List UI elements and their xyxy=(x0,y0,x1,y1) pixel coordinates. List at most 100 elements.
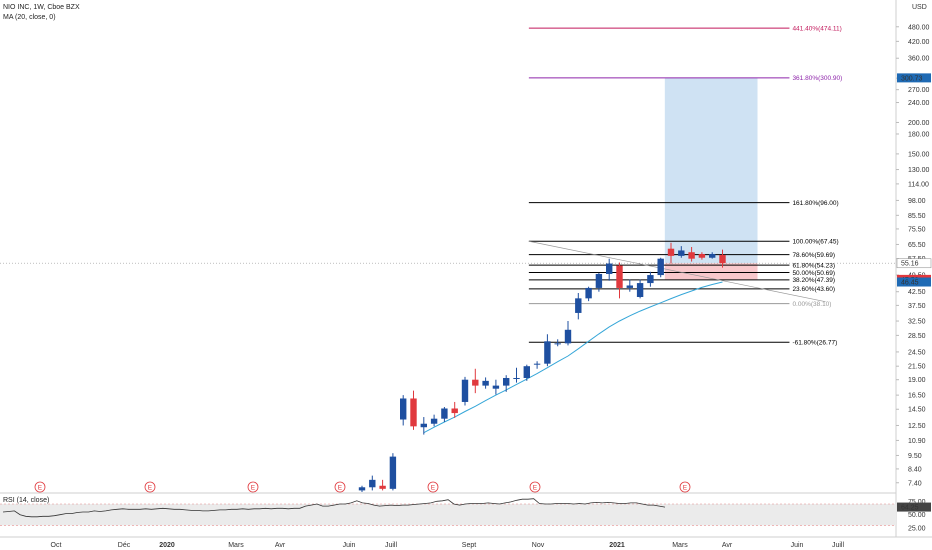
price-tick-label: 75.50 xyxy=(908,226,926,233)
price-tick-label: 420.00 xyxy=(908,39,930,46)
candle-body xyxy=(451,408,458,414)
price-tick-label: 12.50 xyxy=(908,423,926,430)
fibonacci-levels: 441.40%(474.11) 361.80%(300.90) 161.80%(96… xyxy=(528,25,842,347)
fib-level-label: 78.60%(59.69) xyxy=(792,252,835,259)
candle-body xyxy=(585,287,592,299)
price-tick-label: 360.00 xyxy=(908,56,930,63)
candle-body xyxy=(719,254,726,264)
rsi-tick-label: 25.00 xyxy=(908,526,926,533)
time-tick-label: Mars xyxy=(672,542,688,549)
candle-body xyxy=(575,298,582,313)
price-badge-label: 46.45 xyxy=(901,280,919,287)
time-tick-label: Juill xyxy=(385,542,398,549)
candle-body xyxy=(369,479,376,488)
fib-level-label: 161.80%(96.00) xyxy=(792,200,838,207)
rsi-value-badge xyxy=(897,502,931,512)
candle-body xyxy=(564,329,572,344)
time-tick-label: Avr xyxy=(722,542,733,549)
earnings-marker-label: E xyxy=(251,485,256,492)
price-tick-label: 28.50 xyxy=(908,333,926,340)
candle-body xyxy=(688,252,695,259)
time-tick-label: Sept xyxy=(462,542,476,549)
chart-title: NIO INC, 1W, Cboe BZX xyxy=(3,4,80,11)
price-tick-label: 180.00 xyxy=(908,131,930,138)
price-axis: 480.00420.00360.00300.00270.00240.00200.… xyxy=(896,24,932,487)
price-tick-label: 24.50 xyxy=(908,349,926,356)
candle-body xyxy=(698,254,706,258)
fib-level-label: 441.40%(474.11) xyxy=(792,25,841,32)
price-tick-label: 10.90 xyxy=(908,438,926,445)
price-tick-label: 98.00 xyxy=(908,198,926,205)
price-tick-label: 16.50 xyxy=(908,393,926,400)
currency-label: USD xyxy=(912,4,927,11)
earnings-marker xyxy=(34,481,46,493)
earnings-marker-label: E xyxy=(338,485,343,492)
price-tick-label: 32.50 xyxy=(908,319,926,326)
candle-body xyxy=(709,254,716,258)
rsi-value-label: 64.25 xyxy=(901,505,919,512)
candle-body xyxy=(544,341,551,364)
price-tick-label: 480.00 xyxy=(908,24,930,31)
price-badge xyxy=(896,258,932,269)
candle-body xyxy=(606,263,613,274)
fib-level-label: 361.80%(300.90) xyxy=(792,75,842,82)
candle-body xyxy=(461,379,469,402)
time-tick-label: Avr xyxy=(275,542,286,549)
candle-body xyxy=(647,275,654,284)
fib-level-label: 23.60%(43.60) xyxy=(792,286,835,293)
rsi-tick-label: 75.00 xyxy=(908,499,926,506)
fib-trend-line xyxy=(528,240,826,303)
price-tick-label: 270.00 xyxy=(908,87,930,94)
earnings-marker-label: E xyxy=(148,485,153,492)
earnings-marker xyxy=(247,481,259,493)
time-axis: Oct Déc 2020 Mars Avr Juin Juill Sept Nov 2021 Mar… xyxy=(51,542,845,549)
fib-level-label: 0.00%(38.10) xyxy=(792,301,831,308)
candle-body xyxy=(554,343,561,345)
candle-body xyxy=(430,418,438,424)
candle-body xyxy=(616,265,623,288)
price-tick-label: 114.00 xyxy=(908,181,929,188)
rsi-line xyxy=(2,498,666,518)
price-badge xyxy=(897,73,931,83)
candle-body xyxy=(389,456,397,489)
price-tick-label: 65.50 xyxy=(908,242,926,249)
candle-body xyxy=(678,250,685,256)
candle-body xyxy=(503,377,510,386)
fib-level-label: 61.80%(54.23) xyxy=(792,262,835,269)
candle-body xyxy=(379,485,386,489)
price-tick-label: 7.40 xyxy=(908,480,922,487)
candle-body xyxy=(492,385,500,389)
price-tick-label: 9.50 xyxy=(908,453,922,460)
time-tick-label: 2021 xyxy=(609,542,625,549)
rsi-label: RSI (14, close) xyxy=(3,497,49,504)
candle-body xyxy=(472,379,479,386)
position-zones xyxy=(0,77,896,280)
earnings-marker-label: E xyxy=(38,485,43,492)
candle-body xyxy=(441,408,448,419)
fib-level-label: -61.80%(26.77) xyxy=(792,340,837,347)
price-tick-label: 21.50 xyxy=(908,364,926,371)
candle-body xyxy=(636,283,644,297)
fib-level-label: 38.20%(47.39) xyxy=(792,277,835,284)
earnings-marker xyxy=(679,481,691,493)
candle-body xyxy=(482,380,489,386)
fib-level-label: 50.00%(50.69) xyxy=(792,270,835,277)
rsi-band xyxy=(0,504,896,526)
time-tick-label: Juin xyxy=(343,542,356,549)
price-badge-label: 55.16 xyxy=(901,261,919,268)
candle-body xyxy=(358,487,366,491)
fib-level-label: 100.00%(67.45) xyxy=(792,239,838,246)
earnings-marker-label: E xyxy=(533,485,538,492)
earnings-marker xyxy=(529,481,541,493)
earnings-marker-label: E xyxy=(431,485,436,492)
candle-body xyxy=(626,285,633,288)
time-tick-label: 2020 xyxy=(159,542,175,549)
price-tick-label: 42.50 xyxy=(908,289,926,296)
time-tick-label: Juill xyxy=(832,542,845,549)
ma-line xyxy=(423,281,723,434)
time-tick-label: Déc xyxy=(118,542,131,549)
price-tick-label: 14.50 xyxy=(908,407,926,414)
profit-zone xyxy=(664,77,758,264)
